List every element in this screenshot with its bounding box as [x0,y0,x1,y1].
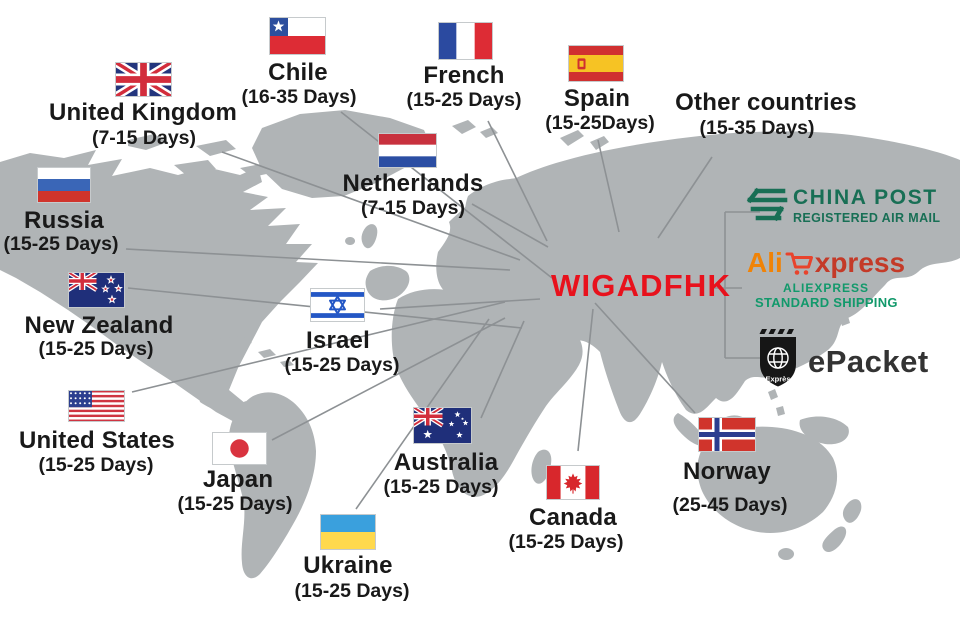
connector-line-australia [480,320,525,419]
connector-line-israel [379,298,541,310]
japan-islands [836,260,859,326]
aliexpress-line2: STANDARD SHIPPING [755,295,898,310]
country-days-israel: (15-25 Days) [284,354,400,376]
country-name-ukraine: Ukraine [303,552,393,579]
connector-line-japan [271,317,506,441]
country-days-ukraine: (15-25 Days) [294,580,410,602]
country-days-chile: (16-35 Days) [241,86,357,108]
flag-canada [546,465,600,500]
country-name-norway: Norway [683,458,771,485]
shopping-cart-icon [784,248,814,280]
country-days-russia: (15-25 Days) [3,233,119,255]
country-name-french: French [423,62,505,89]
epacket-shield-icon: Exprès [757,329,799,394]
country-name-chile: Chile [268,59,328,86]
country-name-japan: Japan [202,466,274,493]
country-name-netherlands: Netherlands [342,170,484,197]
connector-line-united-kingdom [221,151,521,261]
country-name-new-zealand: New Zealand [24,312,174,339]
connector-line-french [487,120,548,242]
country-days-french: (15-25 Days) [406,89,522,111]
flag-united-kingdom [115,62,172,97]
connector-line-canada [577,308,594,452]
connector-line-russia [125,248,511,271]
flag-chile [269,17,326,55]
flag-japan [212,432,267,465]
flag-norway [698,417,756,452]
british-isles [345,224,378,249]
country-name-australia: Australia [393,449,499,476]
flag-united-states [68,390,125,422]
country-days-australia: (15-25 Days) [383,476,499,498]
country-days-netherlands: (7-15 Days) [360,197,466,219]
caribbean-islands [208,336,294,367]
country-name-united-states: United States [19,427,175,454]
china-post-emblem-icon [743,186,789,231]
connector-line-united-states [131,301,506,393]
central-america-landmass [198,394,246,415]
aliexpress-word-xpress: xpress [814,247,906,278]
flag-french [438,22,493,60]
epacket-logo: Exprès ePacket [757,329,929,394]
connector-line-netherlands [471,203,549,248]
country-name-russia: Russia [24,207,104,234]
flag-ukraine [320,514,376,550]
country-name-israel: Israel [306,327,370,354]
tasmania-island [778,548,795,560]
country-days-new-zealand: (15-25 Days) [38,338,154,360]
eurasia-landmass [436,131,960,423]
flag-spain [568,45,624,82]
country-days-norway: (25-45 Days) [672,494,788,516]
epacket-shield-text: Exprès [765,375,790,384]
country-days-japan: (15-25 Days) [177,493,293,515]
iberia-landmass [365,265,410,301]
country-name-spain: Spain [563,85,631,112]
flag-russia [37,167,91,203]
country-name-canada: Canada [529,504,617,531]
new-zealand-islands [822,499,862,553]
flag-new-zealand [68,272,125,308]
china-post-title: CHINA POST [793,186,938,209]
aliexpress-logo: Ali xpress ALIEXPRESS STANDARD SHIPPING [747,248,905,311]
connector-line-spain [597,139,620,233]
china-post-subtitle: REGISTERED AIR MAIL [793,211,941,225]
country-days-united-states: (15-25 Days) [38,454,154,476]
aliexpress-word-ali: Ali [746,247,783,278]
aliexpress-line1: ALIEXPRESS [782,281,870,295]
connector-line-other-countries [657,156,713,239]
scandinavia-landmass [464,178,528,242]
country-days-spain: (15-25Days) [545,112,655,134]
southeast-asia-islands [673,389,849,466]
country-days-other-countries: (15-35 Days) [699,117,815,139]
epacket-title: ePacket [808,343,929,379]
greenland-landmass [252,110,432,198]
north-america-landmass [0,150,318,430]
brand-text: WIGADFHK [551,268,732,303]
country-days-united-kingdom: (7-15 Days) [91,127,197,149]
country-name-united-kingdom: United Kingdom [48,99,238,126]
country-name-other-countries: Other countries [675,89,857,116]
arabia-landmass [516,326,564,377]
connector-line-norway [594,302,696,414]
china-post-logo: CHINA POST REGISTERED AIR MAIL [743,186,940,231]
flag-israel [310,288,365,322]
flag-australia [413,407,472,444]
country-days-canada: (15-25 Days) [508,531,624,553]
australia-landmass [697,426,838,534]
connector-line-chile [340,111,553,279]
flag-netherlands [378,133,437,168]
